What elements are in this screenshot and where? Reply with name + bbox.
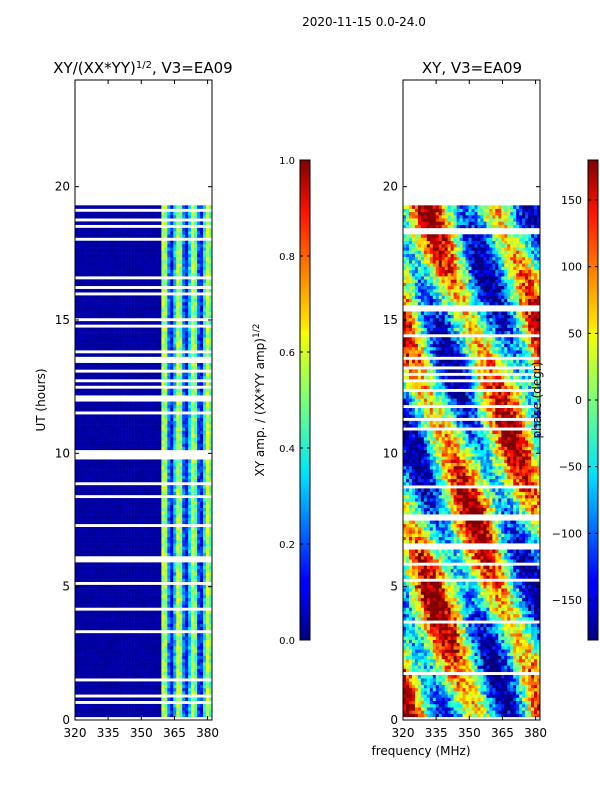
colorbar-tick-label: 150	[561, 194, 582, 207]
phase-colorbar-label: phase (degr)	[530, 362, 544, 439]
amplitude-title-exponent: 1/2	[136, 60, 152, 71]
phase-panel: XY, V3=EA09 320 335 350 365 380 0 5 10 15 20 fre…	[371, 59, 547, 758]
amplitude-panel-title: XY/(XX*YY)1/2, V3=EA09	[53, 59, 232, 77]
y-tick-label: 0	[390, 713, 398, 727]
phase-colorbar-ticks: −150 −100 −50 0 50 100 150	[552, 194, 598, 607]
x-tick-label: 365	[491, 726, 514, 740]
x-tick-label: 320	[392, 726, 415, 740]
colorbar-tick-label: −50	[559, 461, 582, 474]
phase-y-axis: 0 5 10 15 20	[383, 180, 540, 727]
amplitude-y-axis-label: UT (hours)	[34, 368, 48, 431]
colorbar-tick-label: −100	[552, 527, 582, 540]
colorbar-tick-label: 0	[575, 394, 582, 407]
phase-colorbar: −150 −100 −50 0 50 100 150 phase (degr)	[530, 159, 599, 641]
y-tick-label: 20	[383, 180, 398, 194]
colorbar-tick-label: 1.0	[279, 156, 295, 167]
y-tick-label: 15	[383, 313, 398, 327]
amplitude-plot-frame	[74, 79, 213, 721]
amplitude-colorbar-label: XY amp. / (XX*YY amp)1/2	[252, 324, 267, 477]
phase-heatmap	[403, 205, 540, 718]
x-tick-label: 335	[425, 726, 448, 740]
colorbar-tick-label: 0.4	[279, 444, 295, 455]
amplitude-title-suffix: , V3=EA09	[152, 59, 233, 77]
x-tick-label: 380	[196, 726, 219, 740]
y-tick-label: 10	[383, 446, 398, 460]
amplitude-colorbar-label-exponent: 1/2	[252, 324, 262, 338]
amplitude-x-axis: 320 335 350 365 380	[64, 80, 219, 740]
y-tick-label: 15	[55, 313, 70, 327]
colorbar-tick-label: 0.0	[279, 636, 295, 647]
x-tick-label: 365	[163, 726, 186, 740]
x-tick-label: 335	[97, 726, 120, 740]
x-tick-label: 350	[458, 726, 481, 740]
colorbar-tick-label: −150	[552, 594, 582, 607]
amplitude-colorbar-ticks: 0.0 0.2 0.4 0.6 0.8 1.0	[279, 156, 310, 647]
figure-title: 2020-11-15 0.0-24.0	[302, 15, 426, 29]
amplitude-panel: XY/(XX*YY)1/2, V3=EA09 320 335 350 365 380 0…	[34, 59, 233, 740]
x-tick-label: 350	[130, 726, 153, 740]
phase-panel-title: XY, V3=EA09	[422, 59, 522, 77]
colorbar-tick-label: 100	[561, 261, 582, 274]
y-tick-label: 5	[390, 580, 398, 594]
amplitude-y-axis: 0 5 10 15 20	[55, 180, 212, 727]
colorbar-tick-label: 50	[568, 327, 582, 340]
x-tick-label: 380	[524, 726, 547, 740]
phase-x-axis-label: frequency (MHz)	[371, 744, 470, 758]
amplitude-colorbar-gradient	[299, 159, 311, 641]
amplitude-heatmap	[75, 205, 212, 718]
phase-x-axis: 320 335 350 365 380	[392, 80, 547, 740]
amplitude-title-main: XY/(XX*YY)	[53, 59, 136, 77]
amplitude-colorbar-label-main: XY amp. / (XX*YY amp)	[253, 338, 267, 476]
phase-plot-frame	[402, 79, 541, 721]
x-tick-label: 320	[64, 726, 87, 740]
colorbar-tick-label: 0.6	[279, 348, 295, 359]
y-tick-label: 20	[55, 180, 70, 194]
colorbar-tick-label: 0.2	[279, 540, 295, 551]
y-tick-label: 5	[62, 580, 70, 594]
amplitude-colorbar: 0.0 0.2 0.4 0.6 0.8 1.0 XY amp. / (XX*YY amp)…	[252, 156, 311, 647]
colorbar-tick-label: 0.8	[279, 252, 295, 263]
y-tick-label: 10	[55, 446, 70, 460]
y-tick-label: 0	[62, 713, 70, 727]
